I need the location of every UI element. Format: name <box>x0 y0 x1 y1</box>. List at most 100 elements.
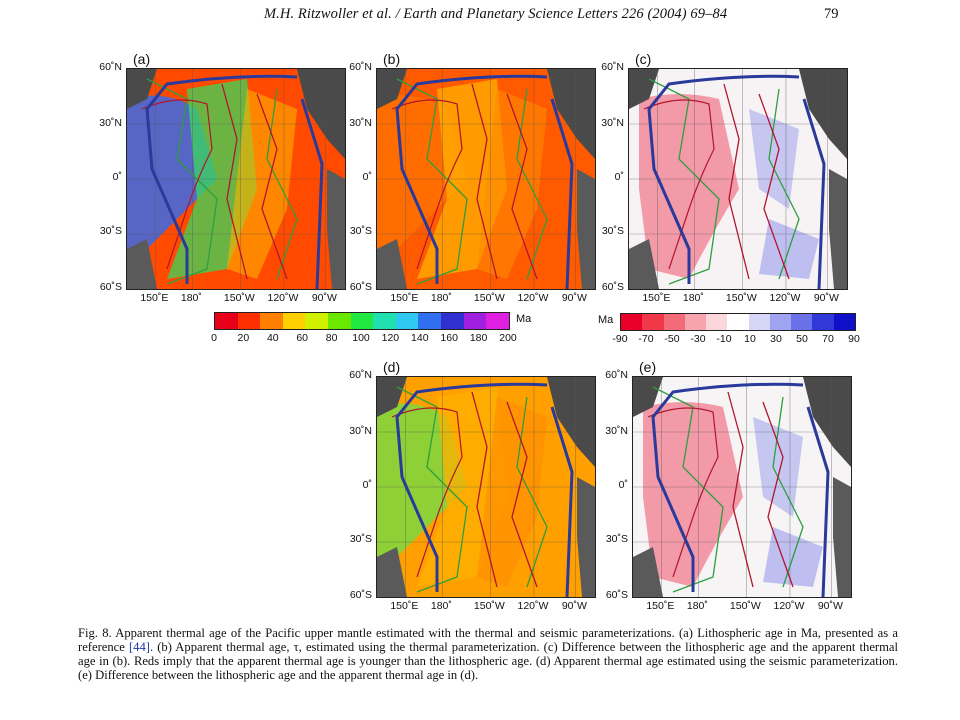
colorbar-swatch <box>706 314 728 330</box>
colorbar-tick: 50 <box>796 333 808 345</box>
longitude-label: 180˚ <box>430 600 452 612</box>
colorbar-tick: 90 <box>848 333 860 345</box>
latitude-label: 0˚ <box>618 479 628 491</box>
colorbar-swatch <box>769 314 792 330</box>
colorbar-tick: 200 <box>499 332 517 344</box>
colorbar-tick: 20 <box>237 332 250 344</box>
colorbar-swatch <box>395 313 419 329</box>
longitude-label: 150˚W <box>729 600 761 612</box>
latitude-label: 60˚S <box>349 281 372 293</box>
latitude-label: 30˚N <box>601 117 624 130</box>
panel-a: (a) 60˚N 30˚N 0˚ 30˚S 60˚S 150˚E 180˚ 150˚W 120˚W… <box>96 52 354 314</box>
longitude-label: 150˚W <box>473 292 505 304</box>
colorbar-swatch <box>684 314 707 330</box>
latitude-label: 30˚S <box>349 224 372 237</box>
running-head: M.H. Ritzwoller et al. / Earth and Plane… <box>264 6 728 22</box>
panel-b: (b) 60˚N 30˚N 0˚ 30˚S 60˚S 150˚E 180˚ 150˚W 120˚W… <box>346 52 604 314</box>
longitude-label: 180˚ <box>686 600 708 612</box>
map-graphic <box>127 69 345 289</box>
latitude-label: 60˚N <box>605 369 628 381</box>
latitude-label: 0˚ <box>362 479 372 491</box>
colorbar-tick: 120 <box>381 332 400 344</box>
latitude-label: 0˚ <box>362 171 372 183</box>
colorbar-tick: 160 <box>440 332 458 344</box>
longitude-label: 180˚ <box>430 292 452 304</box>
latitude-label: 30˚N <box>349 117 372 130</box>
map-graphic <box>377 69 595 289</box>
map-graphic <box>377 377 595 597</box>
colorbar-swatch <box>441 313 464 329</box>
colorbar-strip <box>214 312 510 330</box>
reference-link[interactable]: [44] <box>128 640 150 654</box>
colorbar-swatch <box>237 313 261 329</box>
panel-label: (a) <box>132 51 152 67</box>
panel-label: (b) <box>382 51 402 67</box>
longitude-label: 120˚W <box>517 292 549 304</box>
map-panel <box>376 68 596 290</box>
longitude-label: 90˚W <box>817 600 843 612</box>
colorbar-swatch <box>486 313 509 329</box>
colorbar-unit: Ma <box>598 314 614 326</box>
colorbar-swatch <box>727 314 749 330</box>
latitude-label: 30˚N <box>349 425 372 438</box>
latitude-label: 30˚S <box>99 224 122 237</box>
latitude-label: 0˚ <box>112 171 122 183</box>
latitude-label: 30˚N <box>99 117 122 130</box>
colorbar-tick: 40 <box>266 332 279 344</box>
latitude-label: 30˚S <box>349 532 372 545</box>
colorbar-swatch <box>833 314 855 330</box>
latitude-label: 60˚S <box>601 281 624 293</box>
longitude-label: 90˚W <box>561 600 587 612</box>
running-header: M.H. Ritzwoller et al. / Earth and Plane… <box>0 2 960 22</box>
colorbar-tick: -50 <box>664 333 680 345</box>
figure-caption: Fig. 8. Apparent thermal age of the Paci… <box>78 626 898 682</box>
longitude-label: 150˚E <box>140 292 169 304</box>
latitude-label: 60˚N <box>99 61 122 73</box>
colorbar-swatch <box>350 313 374 329</box>
colorbar-swatch <box>260 313 283 329</box>
longitude-label: 120˚W <box>517 600 549 612</box>
panel-c: (c) 60˚N 30˚N 0˚ 30˚S 60˚S 150˚E 180˚ 150˚W 120˚W… <box>598 52 856 314</box>
colorbar-swatch <box>305 313 329 329</box>
longitude-label: 90˚W <box>561 292 587 304</box>
latitude-label: 60˚N <box>349 61 372 73</box>
colorbar-swatch <box>812 314 834 330</box>
colorbar-tick: -70 <box>638 333 654 345</box>
colorbar-tick: 140 <box>411 332 429 344</box>
colorbar-tick: 100 <box>352 332 370 344</box>
colorbar-swatch <box>621 314 643 330</box>
colorbar-swatch <box>663 314 685 330</box>
longitude-label: 150˚W <box>725 292 757 304</box>
colorbar-tick: 30 <box>770 333 782 345</box>
colorbar-tick: 60 <box>296 332 309 344</box>
colorbar-swatch <box>328 313 351 329</box>
colorbar-strip <box>620 313 856 331</box>
longitude-label: 90˚W <box>813 292 839 304</box>
map-panel <box>632 376 852 598</box>
longitude-label: 150˚E <box>390 292 419 304</box>
colorbar-swatch <box>418 313 442 329</box>
panel-label: (e) <box>638 359 658 375</box>
latitude-label: 30˚S <box>601 224 624 237</box>
colorbar-tick: 10 <box>744 333 756 345</box>
latitude-label: 60˚N <box>349 369 372 381</box>
longitude-label: 120˚W <box>773 600 805 612</box>
panel-e: (e) 60˚N 30˚N 0˚ 30˚S 60˚S 150˚E 180˚ 150˚W 120˚W… <box>602 360 860 622</box>
colorbar-tick: -90 <box>612 333 628 345</box>
latitude-label: 60˚S <box>99 281 122 293</box>
colorbar-swatch <box>282 313 306 329</box>
panel-label: (c) <box>634 51 653 67</box>
latitude-label: 30˚S <box>605 532 628 545</box>
map-panel <box>628 68 848 290</box>
longitude-label: 90˚W <box>311 292 337 304</box>
colorbar-swatch <box>373 313 396 329</box>
map-graphic <box>633 377 851 597</box>
panel-label: (d) <box>382 359 402 375</box>
colorbar-swatch <box>642 314 664 330</box>
longitude-label: 120˚W <box>267 292 299 304</box>
colorbar-swatch <box>748 314 770 330</box>
longitude-label: 150˚E <box>390 600 419 612</box>
page-number: 79 <box>824 6 839 22</box>
colorbar-tick: 180 <box>469 332 488 344</box>
longitude-label: 150˚W <box>473 600 505 612</box>
